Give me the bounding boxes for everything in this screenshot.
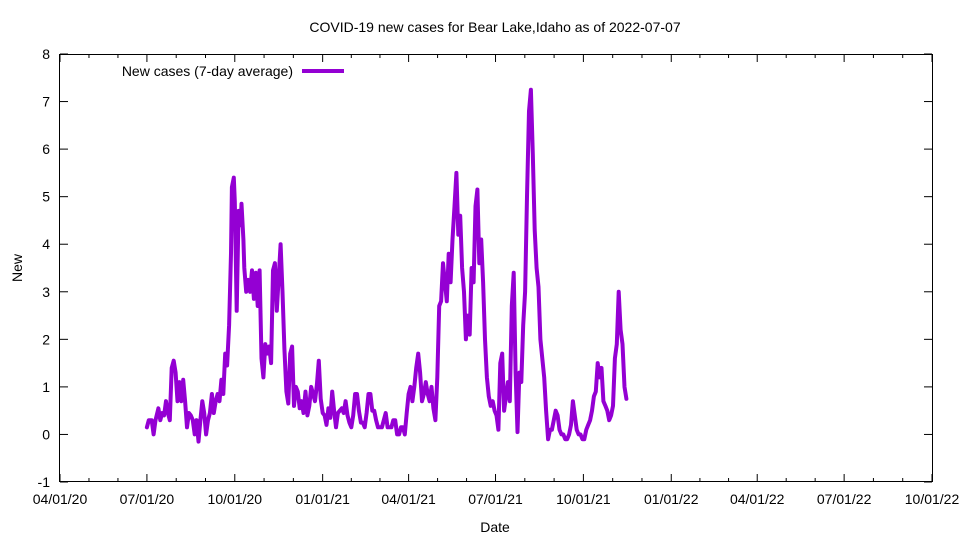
x-tick-label: 07/01/22 (817, 491, 872, 507)
y-tick-label: -1 (38, 474, 51, 490)
y-axis-label: New (9, 253, 25, 282)
y-tick-label: 6 (42, 141, 50, 157)
x-tick-label: 10/01/21 (556, 491, 611, 507)
y-tick-label: 3 (42, 284, 50, 300)
series-line (144, 87, 629, 444)
x-tick-label: 01/01/21 (295, 491, 350, 507)
x-tick-label: 07/01/21 (468, 491, 523, 507)
x-tick-label: 10/01/22 (905, 491, 960, 507)
x-tick-label: 01/01/22 (644, 491, 699, 507)
x-axis-label: Date (480, 519, 510, 535)
legend: New cases (7-day average) (122, 63, 344, 79)
y-tick-label: 7 (42, 94, 50, 110)
x-tick-label: 04/01/20 (33, 491, 88, 507)
y-tick-label: 4 (42, 236, 50, 252)
y-tick-label: 8 (42, 46, 50, 62)
y-tick-labels: -1 0 1 2 3 4 5 6 7 8 (38, 46, 51, 490)
y-tick-label: 1 (42, 379, 50, 395)
x-tick-label: 10/01/20 (208, 491, 263, 507)
legend-label: New cases (7-day average) (122, 63, 293, 79)
x-tick-label: 07/01/20 (120, 491, 175, 507)
chart-title: COVID-19 new cases for Bear Lake,Idaho a… (309, 19, 680, 35)
plot-area-border (59, 54, 933, 482)
x-tick-labels: 04/01/20 07/01/20 10/01/20 01/01/21 04/01/21… (33, 491, 960, 507)
x-tick-label: 04/01/22 (730, 491, 785, 507)
y-tick-label: 5 (42, 189, 50, 205)
x-tick-label: 04/01/21 (381, 491, 436, 507)
y-tick-label: 2 (42, 331, 50, 347)
series-layer (144, 87, 629, 444)
y-tick-label: 0 (42, 426, 50, 442)
